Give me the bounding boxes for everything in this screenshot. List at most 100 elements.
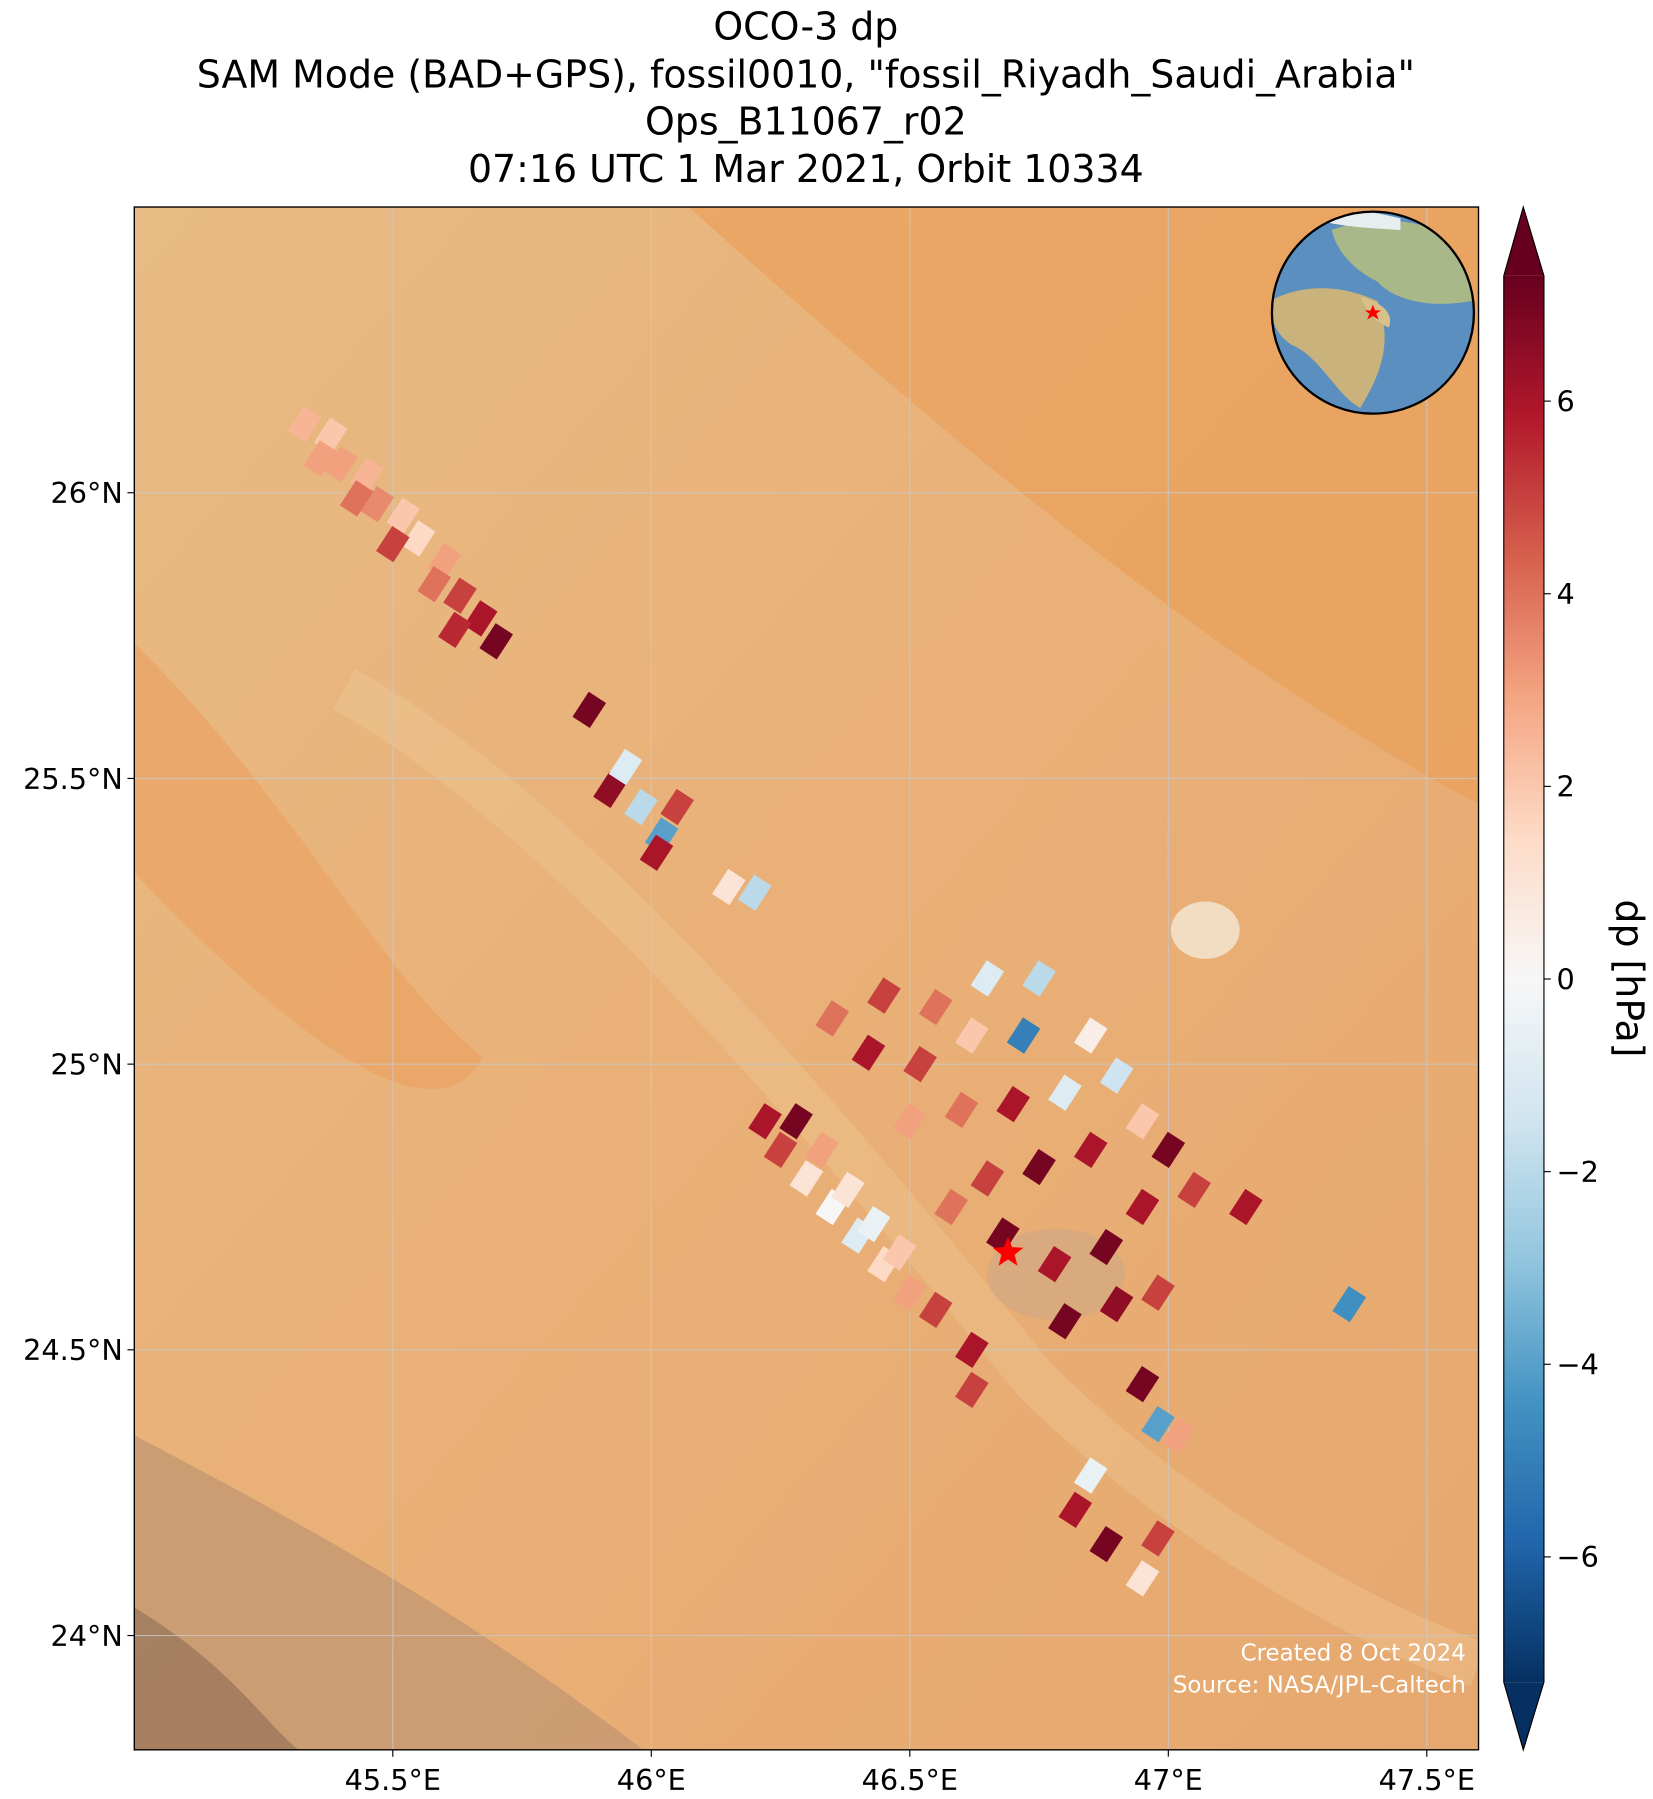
sounding bbox=[339, 480, 374, 517]
colorbar-extend bbox=[1503, 207, 1544, 276]
credit: Created 8 Oct 2024 bbox=[1241, 1640, 1466, 1666]
sounding bbox=[1089, 1228, 1124, 1266]
title-line: OCO-3 dp bbox=[713, 4, 898, 48]
y-tick-label: 26°N bbox=[51, 476, 123, 510]
sounding bbox=[986, 1217, 1020, 1254]
title-line: 07:16 UTC 1 Mar 2021, Orbit 10334 bbox=[468, 147, 1144, 191]
sounding bbox=[1125, 1103, 1160, 1140]
y-tick-label: 24.5°N bbox=[23, 1333, 123, 1367]
sounding bbox=[1073, 1017, 1108, 1054]
sounding bbox=[624, 788, 658, 826]
sounding bbox=[443, 577, 477, 614]
x-tick-label: 47.5°E bbox=[1379, 1763, 1475, 1795]
colorbar-tick-label: 0 bbox=[1557, 962, 1575, 996]
colorbar-tick-label: −6 bbox=[1557, 1540, 1599, 1574]
sounding bbox=[608, 748, 643, 786]
basemap bbox=[134, 207, 1479, 1750]
title-line: SAM Mode (BAD+GPS), fossil0010, "fossil_… bbox=[197, 53, 1415, 97]
sounding bbox=[955, 1371, 989, 1408]
sounding bbox=[1058, 1491, 1093, 1528]
sounding bbox=[463, 600, 498, 637]
y-tick-label: 24°N bbox=[51, 1619, 123, 1653]
sounding bbox=[737, 874, 772, 911]
sounding bbox=[1125, 1365, 1160, 1403]
sounding bbox=[1089, 1525, 1124, 1563]
sounding bbox=[1006, 1017, 1041, 1054]
sounding bbox=[970, 1160, 1005, 1197]
sounding bbox=[1125, 1560, 1160, 1597]
sounding bbox=[572, 691, 607, 729]
sounding bbox=[970, 960, 1005, 997]
sounding bbox=[955, 1017, 989, 1054]
sounding bbox=[1022, 1148, 1056, 1186]
sounding bbox=[360, 486, 395, 523]
sounding bbox=[748, 1103, 782, 1140]
sounding bbox=[918, 988, 953, 1026]
credit: Source: NASA/JPL-Caltech bbox=[1173, 1672, 1466, 1698]
sounding bbox=[1177, 1171, 1211, 1208]
sounding bbox=[1073, 1131, 1108, 1168]
sounding bbox=[851, 1034, 886, 1071]
sounding bbox=[996, 1085, 1031, 1123]
sounding bbox=[324, 446, 358, 483]
sounding bbox=[1161, 1417, 1196, 1454]
sounding bbox=[438, 611, 472, 649]
sounding bbox=[1048, 1074, 1082, 1111]
colorbar-tick-label: −2 bbox=[1557, 1155, 1599, 1189]
colorbar-tick-label: −4 bbox=[1557, 1348, 1599, 1382]
sounding bbox=[1099, 1285, 1134, 1323]
sounding bbox=[893, 1103, 927, 1140]
sounding bbox=[1073, 1457, 1108, 1494]
sounding bbox=[918, 1291, 953, 1328]
sounding bbox=[1141, 1520, 1175, 1557]
sounding bbox=[856, 1205, 891, 1243]
globe-inset bbox=[1270, 210, 1476, 415]
x-tick-label: 46.5°E bbox=[862, 1763, 958, 1795]
sounding bbox=[660, 788, 694, 826]
sounding bbox=[1141, 1405, 1175, 1443]
sounding bbox=[417, 566, 451, 603]
sounding bbox=[789, 1160, 824, 1197]
sounding bbox=[934, 1188, 968, 1226]
colorbar: dp [hPa] bbox=[1503, 204, 1651, 1752]
sounding bbox=[479, 623, 514, 660]
sounding bbox=[593, 771, 627, 809]
sounding bbox=[1048, 1303, 1082, 1340]
sounding bbox=[1151, 1131, 1186, 1168]
sounding bbox=[1022, 960, 1056, 997]
sounding bbox=[815, 1000, 850, 1037]
sounding bbox=[639, 834, 674, 871]
sounding bbox=[893, 1274, 927, 1311]
sounding bbox=[386, 497, 420, 534]
sounding bbox=[712, 868, 746, 906]
title-line: Ops_B11067_r02 bbox=[645, 100, 967, 144]
sounding bbox=[882, 1234, 917, 1271]
sounding bbox=[1125, 1188, 1160, 1226]
colorbar-tick-label: 2 bbox=[1557, 770, 1575, 804]
sounding bbox=[1037, 1245, 1072, 1283]
sounding bbox=[779, 1103, 813, 1140]
sounding bbox=[288, 406, 322, 443]
x-tick-label: 47°E bbox=[1134, 1763, 1203, 1795]
y-tick-label: 25°N bbox=[51, 1047, 123, 1081]
titles: OCO-3 dp SAM Mode (BAD+GPS), fossil0010,… bbox=[197, 4, 1415, 190]
sounding bbox=[903, 1045, 937, 1083]
colorbar-body bbox=[1503, 275, 1544, 1683]
colorbar-tick-label: 4 bbox=[1557, 577, 1575, 611]
y-tick-label: 25.5°N bbox=[23, 762, 123, 796]
colorbar-extend bbox=[1503, 1682, 1544, 1750]
sounding bbox=[1332, 1285, 1367, 1323]
target-star bbox=[992, 1236, 1024, 1266]
sounding bbox=[1141, 1274, 1175, 1311]
sounding bbox=[763, 1131, 798, 1168]
sounding bbox=[867, 977, 901, 1014]
sounding bbox=[376, 526, 410, 563]
sounding bbox=[830, 1171, 865, 1208]
sounding bbox=[303, 440, 338, 477]
sounding bbox=[944, 1091, 979, 1128]
colorbar-tick-label: 6 bbox=[1557, 384, 1575, 418]
sounding bbox=[805, 1131, 839, 1168]
x-tick-label: 45.5°E bbox=[345, 1763, 441, 1795]
sounding bbox=[1099, 1057, 1134, 1094]
